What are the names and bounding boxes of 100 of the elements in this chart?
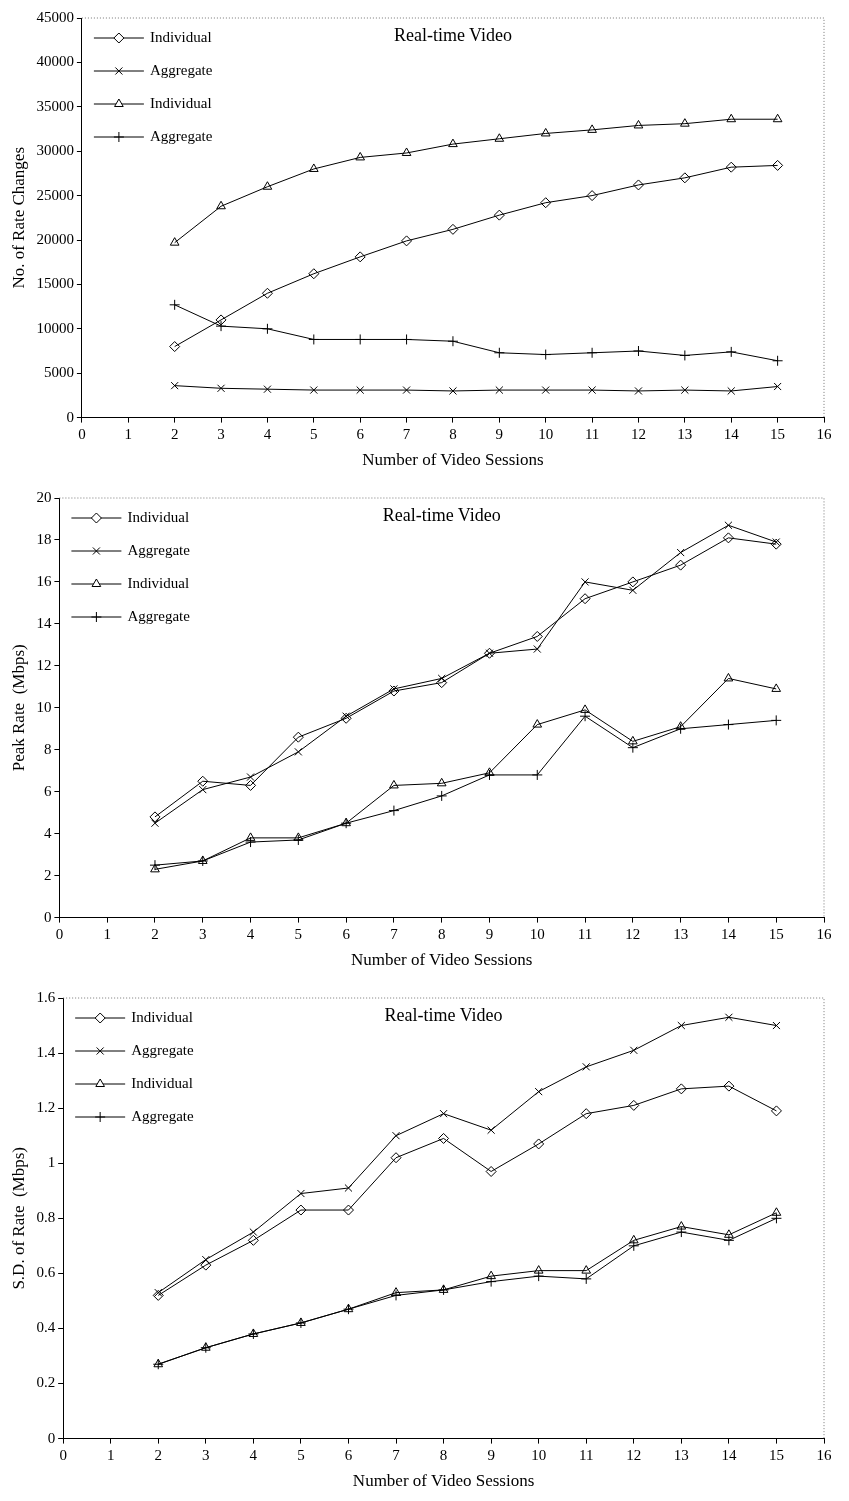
y-tick-label: 35000 [36,97,74,114]
y-tick-label: 40000 [36,53,74,70]
y-tick-label: 10 [36,698,52,715]
x-tick-label: 7 [392,1446,401,1463]
legend-label: Individual [127,508,190,525]
y-tick-label: 0 [43,908,52,925]
y-axis-title: Peak Rate (Mbps) [8,644,28,772]
y-tick-label: 0.6 [36,1264,56,1281]
legend-label: Aggregate [131,1107,194,1124]
x-tick-label: 11 [584,425,600,442]
x-tick-label: 0 [78,425,86,442]
x-tick-label: 6 [356,425,365,442]
y-tick-label: 0 [66,408,74,425]
y-tick-label: 1 [47,1154,56,1171]
legend-label: Aggregate [127,607,191,624]
x-tick-label: 8 [439,1446,448,1463]
x-tick-label: 1 [124,425,133,442]
x-axis-title: Number of Video Sessions [352,1471,535,1491]
y-tick-label: 10000 [36,319,74,336]
y-tick-label: 30000 [36,142,74,159]
x-tick-label: 15 [768,925,784,942]
x-tick-label: 14 [721,1446,737,1463]
chart-title: Real-time Video [393,24,512,45]
legend-label: Individual [149,28,212,45]
x-tick-label: 2 [154,1446,163,1463]
y-tick-label: 8 [43,740,52,757]
x-tick-label: 1 [106,1446,115,1463]
x-tick-label: 11 [579,1446,594,1463]
x-tick-label: 4 [246,925,255,942]
x-tick-label: 16 [816,425,832,442]
x-axis-title: Number of Video Sessions [351,950,533,970]
chart-title: Real-time Video [384,1004,503,1025]
x-tick-label: 16 [816,925,832,942]
y-tick-label: 5000 [43,364,74,381]
y-tick-label: 20 [36,488,52,505]
x-tick-label: 5 [294,925,303,942]
y-tick-label: 0 [47,1429,56,1446]
x-tick-label: 15 [770,425,786,442]
y-tick-label: 1.4 [36,1044,56,1061]
x-tick-label: 9 [495,425,504,442]
legend-label: Aggregate [127,541,191,558]
x-tick-label: 12 [630,425,646,442]
x-tick-label: 13 [673,925,689,942]
x-tick-label: 8 [449,425,457,442]
y-tick-label: 2 [43,866,52,883]
x-tick-label: 9 [487,1446,495,1463]
legend-label: Individual [127,574,190,591]
x-tick-label: 11 [577,925,593,942]
x-tick-label: 6 [342,925,351,942]
y-tick-label: 45000 [36,8,74,25]
x-tick-label: 6 [344,1446,353,1463]
x-tick-label: 12 [626,1446,642,1463]
y-tick-label: 1.6 [36,988,56,1005]
x-tick-label: 3 [202,1446,210,1463]
x-tick-label: 3 [217,425,225,442]
y-tick-label: 12 [36,656,52,673]
y-tick-label: 14 [36,614,52,631]
y-tick-label: 16 [36,572,52,589]
legend-label: Individual [149,94,212,111]
y-axis-title: S.D. of Rate (Mbps) [8,1147,28,1290]
legend-label: Aggregate [131,1041,194,1058]
x-tick-label: 12 [625,925,641,942]
x-tick-label: 14 [723,425,740,442]
x-axis-title: Number of Video Sessions [362,450,544,470]
x-tick-label: 16 [816,1446,832,1463]
x-tick-label: 7 [390,925,399,942]
y-tick-label: 4 [43,824,52,841]
x-tick-label: 13 [673,1446,689,1463]
x-tick-label: 14 [720,925,737,942]
x-tick-label: 10 [529,925,545,942]
y-tick-label: 1.2 [36,1099,56,1116]
legend-label: Aggregate [149,61,213,78]
x-tick-label: 10 [531,1446,547,1463]
y-tick-label: 20000 [36,230,74,247]
chart-title: Real-time Video [382,504,501,525]
y-axis-title: No. of Rate Changes [8,146,28,289]
y-tick-label: 25000 [36,186,74,203]
x-tick-label: 2 [170,425,179,442]
y-tick-label: 0.2 [36,1374,56,1391]
x-tick-label: 8 [437,925,446,942]
legend-label: Individual [131,1008,193,1025]
x-tick-label: 2 [151,925,159,942]
x-tick-label: 13 [677,425,693,442]
x-tick-label: 4 [263,425,272,442]
x-tick-label: 1 [103,925,111,942]
legend-label: Aggregate [149,127,213,144]
x-tick-label: 4 [249,1446,258,1463]
x-tick-label: 15 [768,1446,784,1463]
y-tick-label: 0.4 [36,1319,56,1336]
y-tick-label: 0.8 [36,1209,56,1226]
x-tick-label: 5 [310,425,318,442]
x-tick-label: 5 [297,1446,305,1463]
y-tick-label: 18 [36,530,52,547]
x-tick-label: 9 [485,925,494,942]
legend-label: Individual [131,1074,193,1091]
x-tick-label: 3 [199,925,207,942]
y-tick-label: 6 [43,782,52,799]
x-tick-label: 7 [402,425,411,442]
y-tick-label: 15000 [36,275,74,292]
x-tick-label: 10 [538,425,554,442]
